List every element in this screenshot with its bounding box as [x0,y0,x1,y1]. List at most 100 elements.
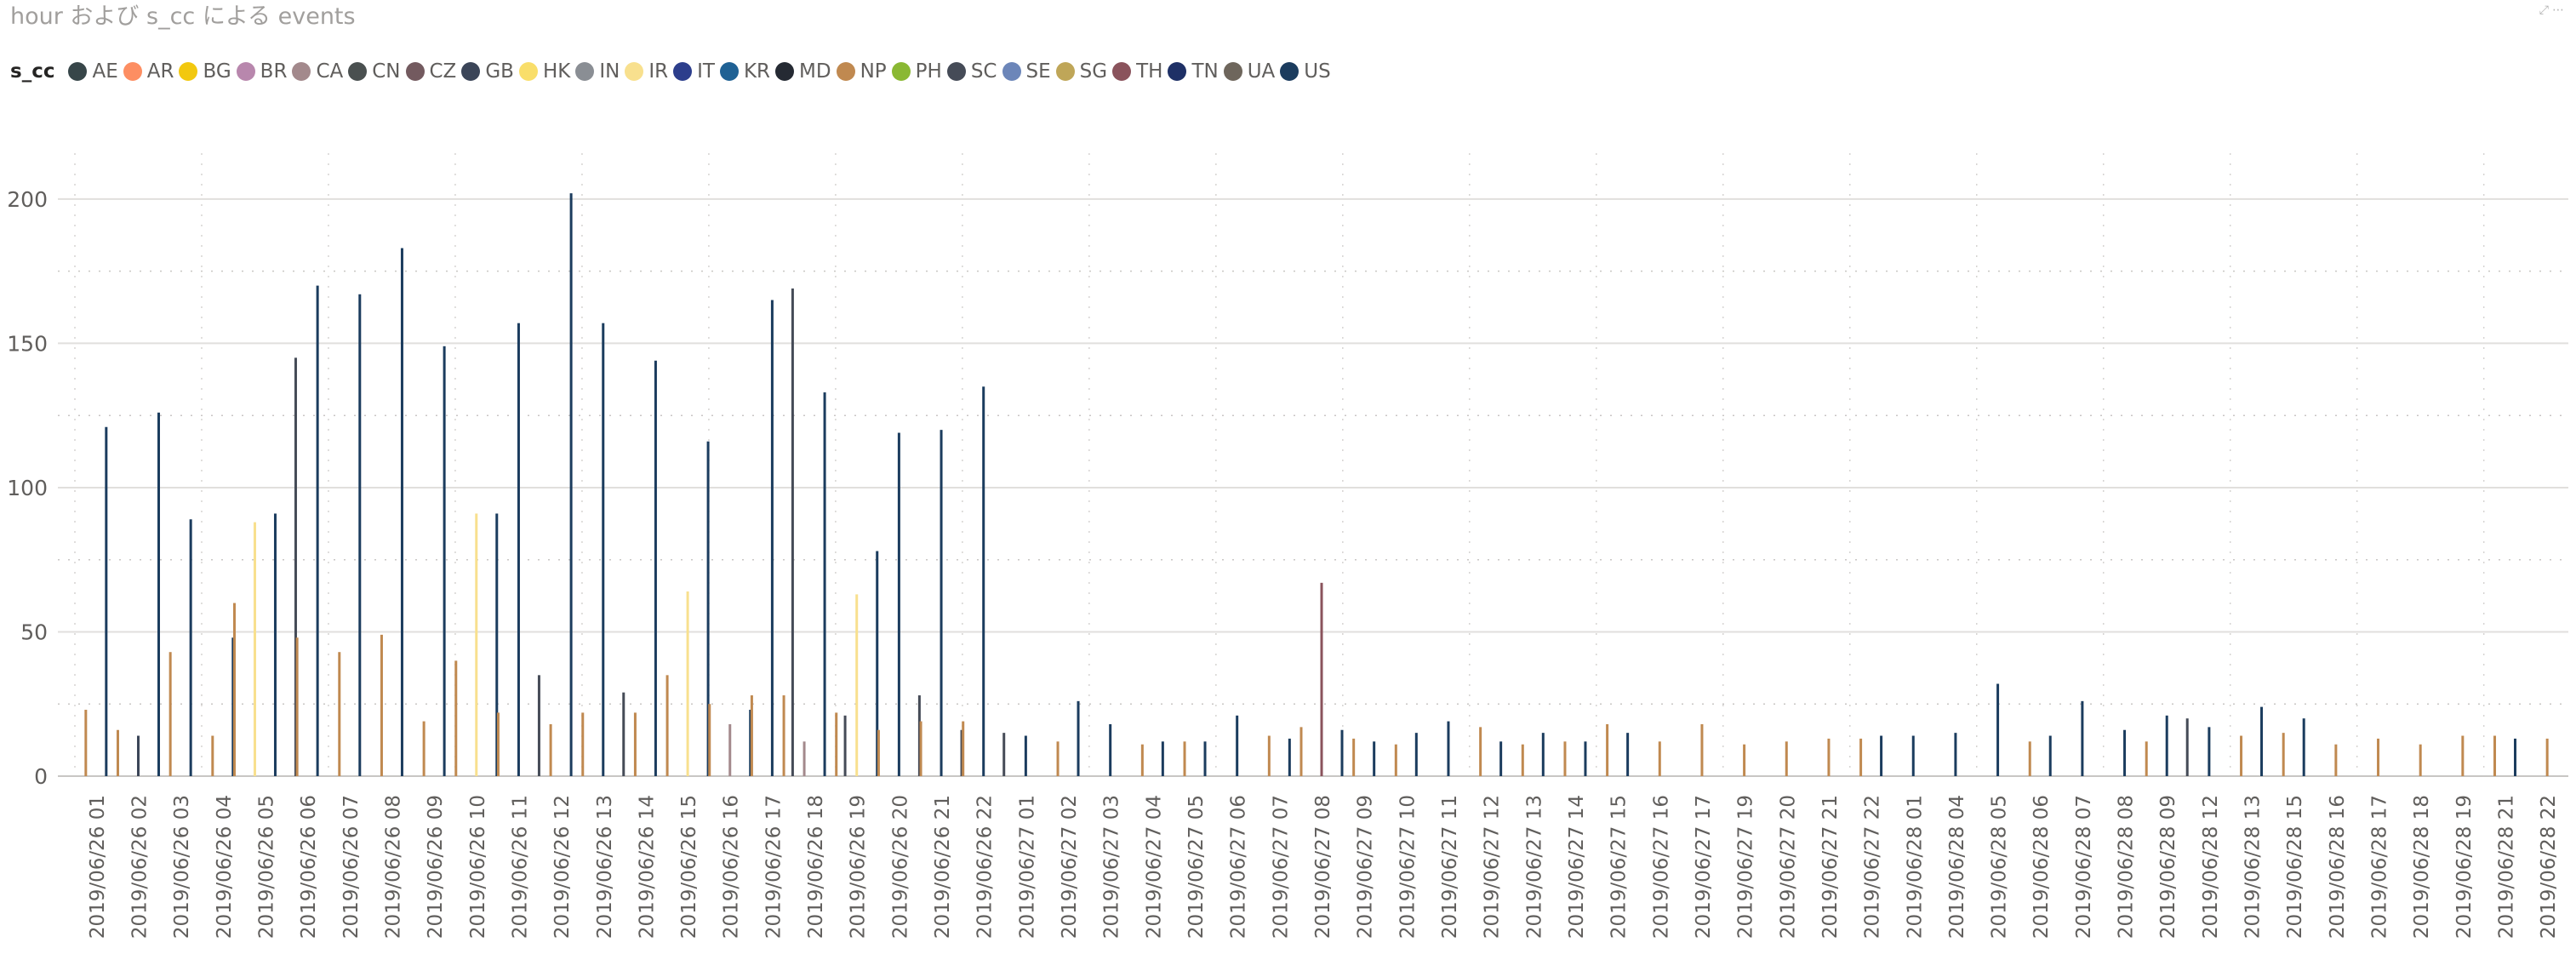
bar-us [189,519,192,776]
legend-label: HK [542,60,571,83]
bar-us [1236,715,1239,776]
legend-label: BR [260,60,288,83]
x-tick-label: 2019/06/27 14 [1566,795,1588,939]
x-tick-label: 2019/06/26 10 [467,795,489,939]
x-tick-label: 2019/06/27 04 [1143,795,1165,939]
visual-header-icons[interactable]: ⤢⋯ [2539,3,2567,17]
bar-ir [686,591,689,776]
legend-dot [461,62,481,81]
x-tick-label: 2019/06/28 08 [2116,795,2138,939]
legend-dot [625,62,644,81]
bar-us [157,412,160,776]
legend-dot [946,62,966,81]
bar-np [877,729,880,776]
legend-item-in[interactable]: IN [575,60,620,83]
x-tick-label: 2019/06/26 01 [87,795,109,939]
bar-ca [803,741,806,776]
legend-item-sc[interactable]: SC [946,60,997,83]
bar-np [1658,741,1661,776]
focus-mode-icon[interactable]: ⤢ [2539,3,2552,17]
bar-np [2240,735,2243,776]
bar-np [1563,741,1567,776]
bar-us [2165,715,2168,776]
x-tick-label: 2019/06/27 03 [1101,795,1123,939]
bar-np [1056,741,1060,776]
bar-us [495,513,499,776]
bar-np [581,712,585,776]
x-tick-label: 2019/06/27 16 [1650,795,1672,939]
y-tick-label: 50 [20,620,48,644]
bar-us [1499,741,1503,776]
legend-item-hk[interactable]: HK [518,60,571,83]
legend-item-us[interactable]: US [1280,60,1331,83]
bar-np [1827,738,1831,776]
legend-label: KR [743,60,771,83]
legend-item-ir[interactable]: IR [625,60,668,83]
legend-item-br[interactable]: BR [236,60,288,83]
legend-item-sg[interactable]: SG [1055,60,1108,83]
bar-us [569,193,573,777]
legend-item-tn[interactable]: TN [1168,60,1219,83]
legend-label: SG [1079,60,1108,83]
legend-dot [179,62,198,81]
x-tick-label: 2019/06/27 10 [1397,795,1419,939]
x-tick-label: 2019/06/27 21 [1819,795,1842,939]
bar-np [1140,744,1144,776]
bar-np [1352,738,1356,776]
x-tick-label: 2019/06/27 07 [1270,795,1292,939]
legend-label: TN [1191,60,1219,83]
x-tick-label: 2019/06/28 04 [1946,795,1968,939]
bar-np [496,712,500,776]
legend-item-ph[interactable]: PH [891,60,942,83]
bar-np [84,710,88,776]
legend-item-np[interactable]: NP [836,60,887,83]
bar-us [1024,735,1027,776]
x-tick-label: 2019/06/26 14 [636,795,658,939]
bar-us [1203,741,1207,776]
bar-np [1521,744,1524,776]
legend-item-ae[interactable]: AE [68,60,118,83]
x-tick-label: 2019/06/26 15 [678,795,700,939]
bar-us [2081,700,2084,776]
bar-us [1996,683,2000,776]
legend-item-se[interactable]: SE [1002,60,1051,83]
bar-us [1584,741,1587,776]
bar-ca [728,723,732,776]
bar-sc [1002,733,1006,776]
bar-sc [2185,718,2189,776]
legend-dot [1055,62,1075,81]
y-tick-label: 200 [7,187,48,212]
legend-label: PH [915,60,942,83]
legend-item-ca[interactable]: CA [292,60,343,83]
more-options-icon[interactable]: ⋯ [2552,3,2567,17]
bar-us [1288,738,1291,776]
bar-np [232,603,236,776]
legend-item-gb[interactable]: GB [461,60,514,83]
legend-item-cn[interactable]: CN [348,60,401,83]
bar-sc [843,715,847,776]
legend-label: BG [203,60,231,83]
legend-item-th[interactable]: TH [1112,60,1162,83]
x-tick-label: 2019/06/26 08 [382,795,404,939]
legend-item-cz[interactable]: CZ [405,60,456,83]
bar-np [454,660,458,776]
legend-item-kr[interactable]: KR [719,60,771,83]
x-tick-label: 2019/06/27 06 [1228,795,1250,939]
legend-dot [673,62,693,81]
bar-np [295,637,299,776]
bar-us [1109,723,1112,776]
legend-item-it[interactable]: IT [673,60,715,83]
legend-item-bg[interactable]: BG [179,60,231,83]
legend-dot [1168,62,1187,81]
bar-sc [294,357,297,776]
legend-dot [836,62,855,81]
bar-np [549,723,552,776]
bar-us [1340,729,1344,776]
legend-item-ua[interactable]: UA [1223,60,1275,83]
x-tick-label: 2019/06/26 06 [298,795,320,939]
legend-item-ar[interactable]: AR [123,60,174,83]
legend-dot [405,62,425,81]
bar-us [2123,729,2127,776]
bar-np [750,695,753,776]
legend-item-md[interactable]: MD [775,60,831,83]
